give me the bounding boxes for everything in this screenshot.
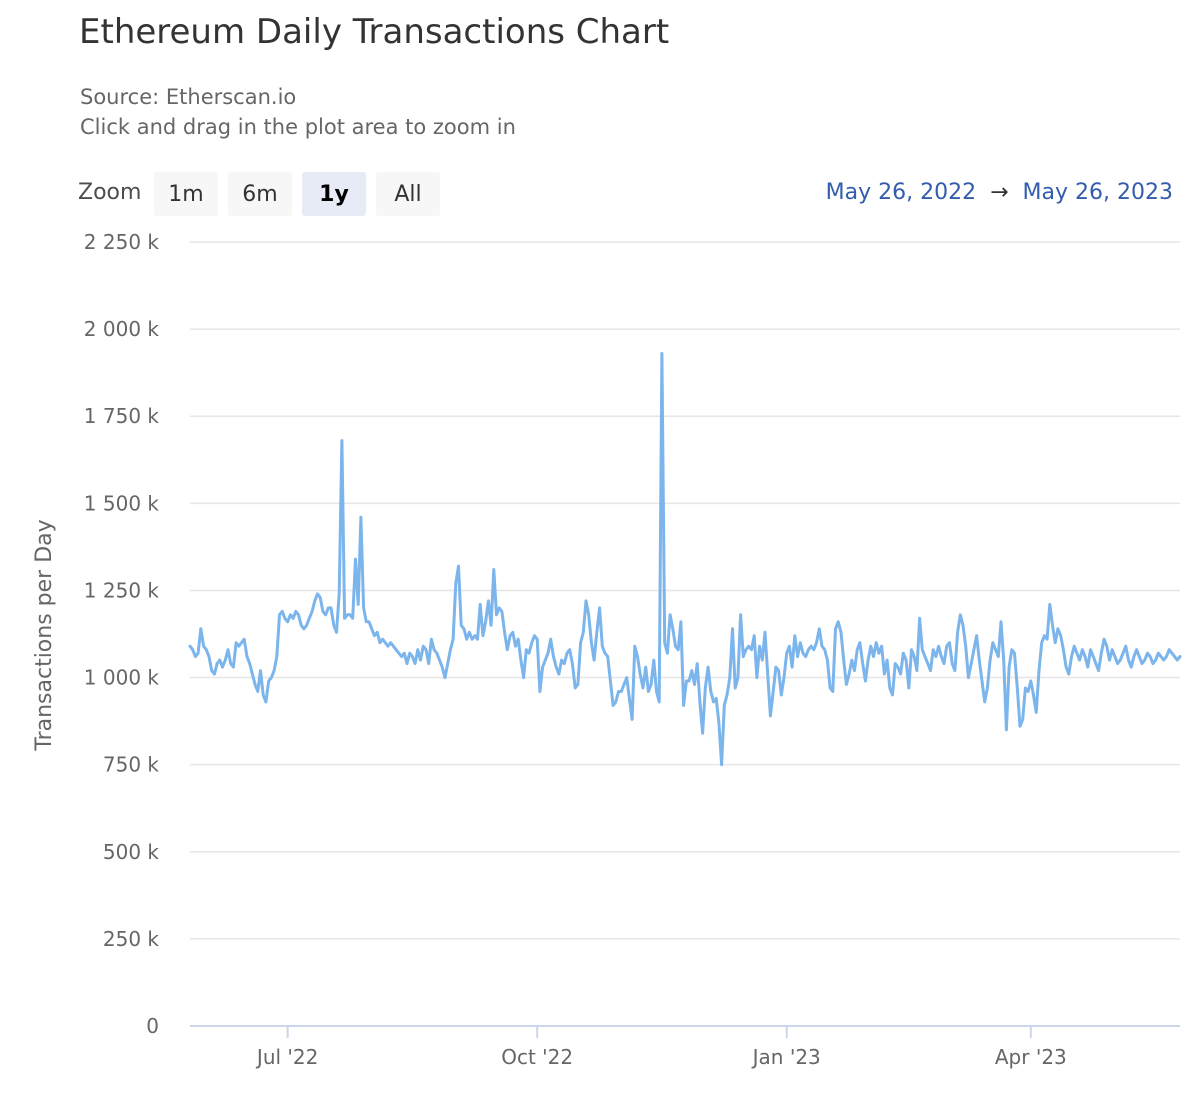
zoom-1y-button[interactable]: 1y bbox=[302, 172, 366, 216]
y-axis-labels: 0 250 k 500 k 750 k 1 000 k 1 250 k 1 500 k 1 7… bbox=[84, 230, 160, 1038]
x-tick-label: Oct '22 bbox=[501, 1045, 573, 1069]
y-axis-title: Transactions per Day bbox=[32, 519, 57, 751]
y-tick-label: 750 k bbox=[103, 753, 160, 777]
range-from[interactable]: May 26, 2022 bbox=[825, 180, 977, 205]
y-tick-label: 500 k bbox=[103, 840, 160, 864]
y-tick-label: 1 500 k bbox=[84, 491, 160, 515]
series-line[interactable] bbox=[188, 352, 1182, 767]
y-tick-label: 2 000 k bbox=[84, 317, 160, 341]
zoom-all-button[interactable]: All bbox=[376, 172, 440, 216]
range-to[interactable]: May 26, 2023 bbox=[1022, 180, 1173, 205]
range-arrow: → bbox=[990, 180, 1009, 205]
y-tick-label: 0 bbox=[146, 1014, 159, 1038]
chart-subtitle: Source: Etherscan.io Click and drag in t… bbox=[80, 82, 516, 142]
zoom-6m-button[interactable]: 6m bbox=[228, 172, 292, 216]
zoom-label: Zoom bbox=[78, 180, 142, 205]
y-tick-label: 1 250 k bbox=[84, 578, 160, 602]
x-axis-labels: Jul '22 Oct '22 Jan '23 Apr '23 bbox=[255, 1026, 1067, 1069]
x-tick-label: Apr '23 bbox=[995, 1045, 1067, 1069]
subtitle-hint: Click and drag in the plot area to zoom … bbox=[80, 115, 516, 139]
x-tick-label: Jul '22 bbox=[255, 1045, 318, 1069]
y-tick-label: 250 k bbox=[103, 927, 160, 951]
y-tick-label: 1 000 k bbox=[84, 666, 160, 690]
x-tick-label: Jan '23 bbox=[751, 1045, 821, 1069]
y-tick-label: 2 250 k bbox=[84, 230, 160, 254]
y-tick-label: 1 750 k bbox=[84, 404, 160, 428]
subtitle-source: Source: Etherscan.io bbox=[80, 85, 297, 109]
date-range: May 26, 2022 → May 26, 2023 bbox=[826, 180, 1173, 205]
zoom-1m-button[interactable]: 1m bbox=[154, 172, 218, 216]
chart-title: Ethereum Daily Transactions Chart bbox=[79, 12, 670, 52]
